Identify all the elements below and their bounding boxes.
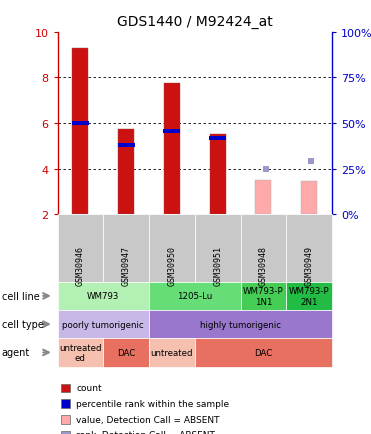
Text: highly tumorigenic: highly tumorigenic	[200, 320, 281, 329]
Bar	[301, 182, 317, 215]
Text: untreated
ed: untreated ed	[59, 343, 102, 362]
Bar	[209, 136, 226, 141]
Text: cell type: cell type	[2, 319, 44, 329]
Text: percentile rank within the sample: percentile rank within the sample	[76, 399, 229, 408]
Text: GSM30947: GSM30947	[122, 245, 131, 285]
Text: 1205-Lu: 1205-Lu	[177, 292, 213, 301]
Text: GSM30946: GSM30946	[76, 245, 85, 285]
Bar	[210, 135, 226, 215]
Bar	[255, 181, 272, 215]
Text: count: count	[76, 384, 102, 392]
Bar	[72, 122, 89, 126]
Bar	[72, 49, 88, 215]
Text: agent: agent	[2, 348, 30, 358]
Bar	[118, 143, 135, 148]
Text: rank, Detection Call = ABSENT: rank, Detection Call = ABSENT	[76, 431, 215, 434]
Bar	[164, 130, 180, 134]
Bar	[164, 84, 180, 215]
Text: GSM30951: GSM30951	[213, 245, 222, 285]
Text: value, Detection Call = ABSENT: value, Detection Call = ABSENT	[76, 415, 220, 424]
Text: WM793: WM793	[87, 292, 119, 301]
Text: poorly tumorigenic: poorly tumorigenic	[62, 320, 144, 329]
Text: WM793-P
1N1: WM793-P 1N1	[243, 286, 284, 306]
Text: GSM30950: GSM30950	[167, 245, 176, 285]
Title: GDS1440 / M92424_at: GDS1440 / M92424_at	[117, 15, 273, 29]
Bar	[118, 129, 134, 215]
Text: GSM30948: GSM30948	[259, 245, 268, 285]
Text: DAC: DAC	[117, 348, 135, 357]
Text: untreated: untreated	[151, 348, 193, 357]
Text: cell line: cell line	[2, 291, 40, 301]
Text: WM793-P
2N1: WM793-P 2N1	[289, 286, 329, 306]
Text: DAC: DAC	[254, 348, 273, 357]
Text: GSM30949: GSM30949	[305, 245, 313, 285]
